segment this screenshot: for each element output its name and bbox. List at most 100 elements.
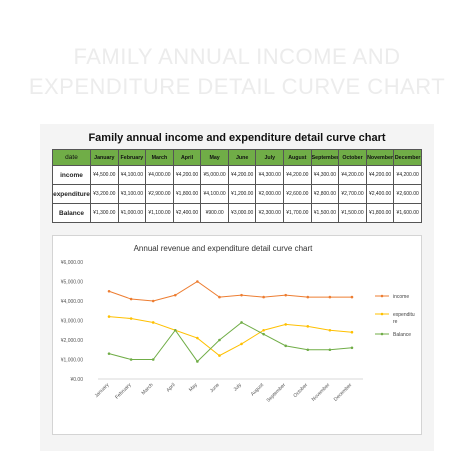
header-date: date: [52, 149, 91, 166]
line-chart-container: Annual revenue and expenditure detail cu…: [52, 235, 422, 435]
x-tick-label: August: [250, 382, 266, 398]
data-point-expenditure: [240, 342, 243, 346]
table-cell[interactable]: ¥1,300.00: [90, 203, 119, 223]
table-cell[interactable]: ¥1,800.00: [172, 184, 202, 204]
data-point-Balance: [328, 348, 332, 352]
table-cell[interactable]: ¥1,000.00: [117, 203, 147, 223]
x-tick-label: January: [94, 382, 111, 399]
data-point-income: [151, 299, 155, 303]
legend-marker: [380, 294, 384, 298]
header-month: February: [117, 149, 147, 166]
table-cell[interactable]: ¥4,000.00: [145, 165, 174, 185]
data-point-income: [284, 293, 288, 297]
data-point-expenditure: [107, 315, 111, 318]
data-point-Balance: [240, 321, 243, 324]
header-month: August: [283, 149, 312, 166]
table-cell[interactable]: ¥2,600.00: [393, 184, 422, 204]
table-row: income ¥4,500.00 ¥4,100.00 ¥4,000.00 ¥4,…: [52, 165, 422, 185]
header-month: December: [393, 149, 422, 166]
hero-title: FAMILY ANNUAL INCOME AND EXPENDITURE DET…: [20, 42, 454, 102]
table-cell[interactable]: ¥3,100.00: [117, 184, 147, 204]
x-tick-label: May: [188, 382, 199, 393]
table-cell[interactable]: ¥4,200.00: [172, 165, 202, 185]
data-point-income: [350, 295, 354, 299]
x-tick-label: March: [141, 382, 155, 396]
table-cell[interactable]: ¥2,400.00: [365, 184, 395, 204]
series-line-income: [108, 280, 352, 302]
data-point-income: [173, 293, 177, 297]
table-cell[interactable]: ¥4,200.00: [393, 165, 422, 185]
data-point-income: [107, 289, 111, 293]
data-point-expenditure: [306, 325, 310, 328]
table-cell[interactable]: ¥2,400.00: [172, 203, 202, 223]
y-tick-label: ¥1,000.00: [61, 358, 83, 364]
table-cell[interactable]: ¥1,800.00: [365, 203, 395, 223]
table-cell[interactable]: ¥1,200.00: [227, 184, 257, 204]
table-cell[interactable]: ¥4,200.00: [365, 165, 395, 185]
data-point-income: [240, 293, 243, 297]
data-point-expenditure: [129, 317, 133, 320]
chart-legend: income expenditu re Balance: [375, 294, 415, 338]
data-point-Balance: [284, 344, 288, 348]
table-cell[interactable]: ¥4,500.00: [90, 165, 119, 185]
x-tick-label: June: [209, 382, 221, 394]
y-tick-label: ¥3,000.00: [61, 319, 83, 325]
data-point-income: [129, 297, 133, 301]
x-tick-label: July: [232, 382, 243, 393]
row-label-balance: Balance: [52, 203, 91, 223]
y-tick-label: ¥2,000.00: [61, 338, 83, 344]
table-header-row: date January February March April May Ju…: [52, 149, 422, 166]
hero-title-line2: EXPENDITURE DETAIL CURVE CHART: [28, 74, 446, 99]
table-cell[interactable]: ¥4,300.00: [255, 165, 285, 185]
table-cell[interactable]: ¥4,100.00: [117, 165, 147, 185]
table-cell[interactable]: ¥4,100.00: [200, 184, 229, 204]
table-row: expenditure ¥3,200.00 ¥3,100.00 ¥2,900.0…: [52, 184, 422, 204]
table-cell[interactable]: ¥3,200.00: [90, 184, 119, 204]
header-month: July: [255, 149, 285, 166]
data-point-expenditure: [284, 323, 288, 326]
table-cell[interactable]: ¥4,200.00: [283, 165, 312, 185]
x-tick-label: December: [333, 382, 354, 403]
line-chart: Annual revenue and expenditure detail cu…: [61, 244, 415, 404]
table-cell[interactable]: ¥1,700.00: [283, 203, 312, 223]
data-point-Balance: [262, 332, 265, 336]
header-month: September: [310, 149, 340, 166]
series-line-expenditure: [108, 316, 353, 357]
table-cell[interactable]: ¥2,700.00: [338, 184, 367, 204]
data-point-income: [328, 295, 332, 299]
series-line-Balance: [108, 321, 353, 363]
table-cell[interactable]: ¥1,600.00: [393, 203, 422, 223]
data-point-expenditure: [328, 328, 332, 332]
table-cell[interactable]: ¥2,600.00: [283, 184, 312, 204]
hero-banner: FAMILY ANNUAL INCOME AND EXPENDITURE DET…: [0, 0, 474, 120]
table-cell[interactable]: ¥1,500.00: [310, 203, 340, 223]
table-cell[interactable]: ¥2,900.00: [145, 184, 174, 204]
data-point-income: [262, 295, 265, 299]
series-layer: [107, 280, 354, 363]
table-cell[interactable]: ¥2,300.00: [255, 203, 285, 223]
x-axis: January February March April May June July Augu…: [94, 378, 363, 404]
data-point-expenditure: [262, 328, 265, 332]
data-point-expenditure: [151, 321, 155, 324]
table-cell[interactable]: ¥2,800.00: [310, 184, 340, 204]
header-month: November: [365, 149, 395, 166]
legend-label: income: [393, 294, 409, 300]
table-title: Family annual income and expenditure det…: [88, 132, 386, 144]
table-cell[interactable]: ¥2,000.00: [255, 184, 285, 204]
header-month: June: [227, 149, 257, 166]
row-label-expenditure: expenditure: [52, 184, 91, 204]
row-label-income: income: [52, 165, 91, 185]
table-cell[interactable]: ¥900.00: [200, 203, 229, 223]
table-cell[interactable]: ¥4,300.00: [310, 165, 340, 185]
table-row: Balance ¥1,300.00 ¥1,000.00 ¥1,100.00 ¥2…: [52, 203, 422, 223]
table-cell[interactable]: ¥4,200.00: [227, 165, 257, 185]
table-cell[interactable]: ¥4,200.00: [338, 165, 367, 185]
data-point-Balance: [350, 346, 354, 350]
y-axis: ¥6,000.00 ¥5,000.00 ¥4,000.00 ¥3,000.00 ¥2,0…: [61, 260, 83, 383]
hero-title-line1: FAMILY ANNUAL INCOME AND: [73, 44, 401, 69]
table-cell[interactable]: ¥1,500.00: [338, 203, 367, 223]
table-cell[interactable]: ¥3,000.00: [227, 203, 257, 223]
table-cell[interactable]: ¥5,000.00: [200, 165, 229, 185]
y-tick-label: ¥6,000.00: [61, 260, 83, 266]
table-cell[interactable]: ¥1,100.00: [145, 203, 174, 223]
